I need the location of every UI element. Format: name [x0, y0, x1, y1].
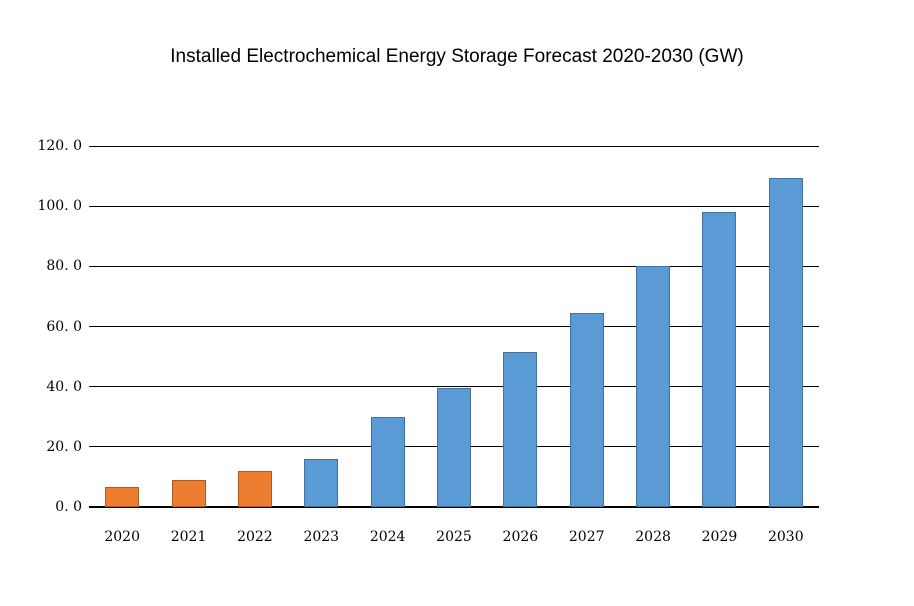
- x-tick-label-2024: 2024: [369, 529, 406, 545]
- x-tick-label-2023: 2023: [303, 529, 340, 545]
- bar-2021: [171, 480, 206, 507]
- x-tick-label-2028: 2028: [635, 529, 671, 545]
- y-tick-label-60: 60. 0: [46, 318, 82, 335]
- x-tick-label-2021: 2021: [170, 529, 207, 545]
- x-tick-label-2030: 2030: [767, 529, 804, 545]
- bar-2026: [503, 352, 538, 507]
- gridline-y-120: [89, 145, 819, 147]
- x-tick-label-2022: 2022: [237, 529, 273, 545]
- bar-2020: [105, 487, 140, 507]
- bar-2030: [768, 178, 803, 507]
- y-tick-label-100: 100. 0: [37, 198, 82, 215]
- gridline-y-80: [89, 265, 819, 267]
- bar-2027: [569, 313, 604, 507]
- bar-2028: [636, 266, 671, 507]
- gridline-y-100: [89, 205, 819, 207]
- gridline-y-40: [89, 386, 819, 388]
- x-tick-label-2029: 2029: [701, 529, 738, 545]
- bar-2025: [437, 388, 471, 507]
- y-tick-label-20: 20. 0: [46, 438, 82, 455]
- y-tick-label-80: 80. 0: [46, 258, 82, 275]
- y-tick-label-0: 0. 0: [55, 499, 82, 515]
- x-tick-label-2026: 2026: [502, 529, 539, 545]
- x-tick-label-2027: 2027: [568, 529, 605, 545]
- bar-2029: [702, 212, 737, 507]
- bar-2023: [304, 459, 339, 507]
- y-tick-label-120: 120. 0: [37, 138, 82, 154]
- x-axis-line: [89, 506, 819, 508]
- gridline-y-60: [89, 326, 819, 327]
- bar-2022: [237, 471, 272, 507]
- bar-2024: [370, 417, 405, 507]
- chart-title: Installed Electrochemical Energy Storage…: [170, 46, 744, 67]
- x-tick-label-2025: 2025: [436, 529, 472, 545]
- x-tick-label-2020: 2020: [104, 529, 140, 545]
- y-tick-label-40: 40. 0: [46, 378, 82, 395]
